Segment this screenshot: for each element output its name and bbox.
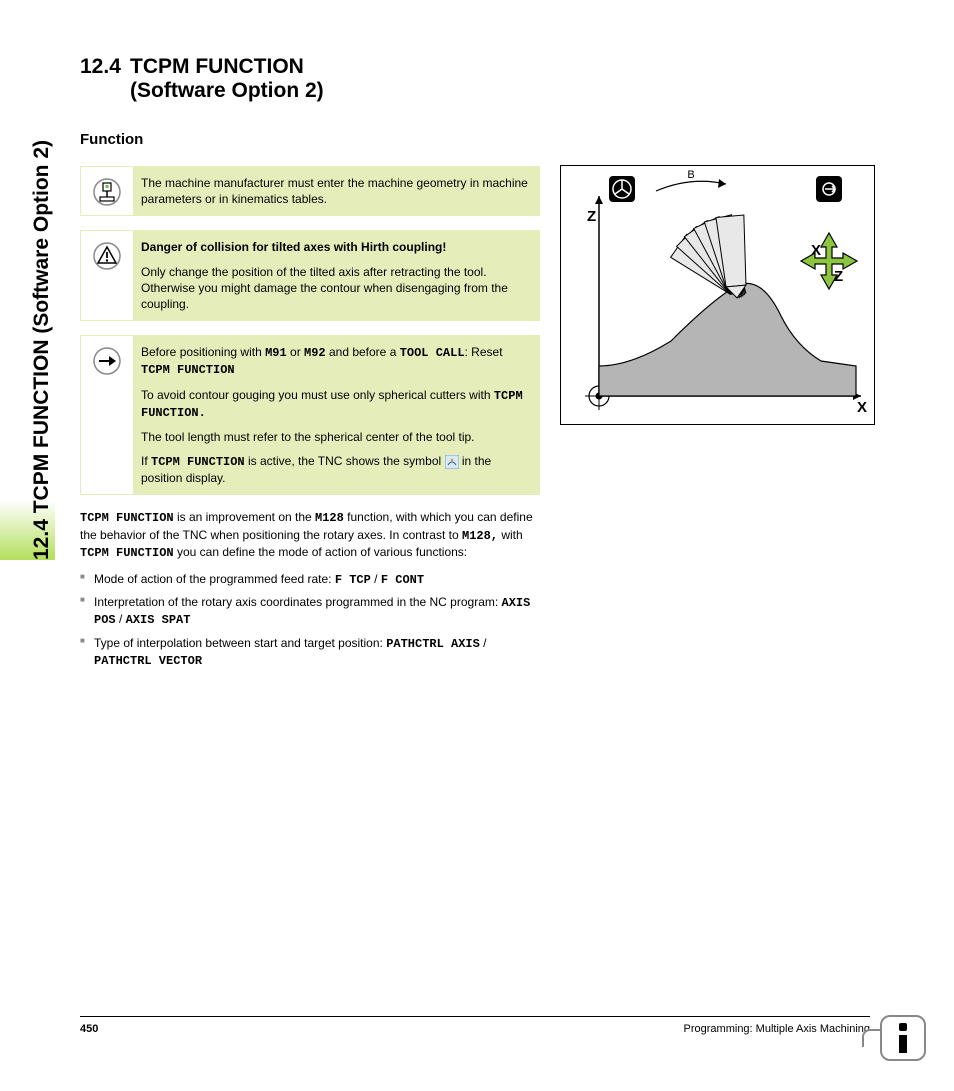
callout-body: Before positioning with M91 or M92 and b… — [133, 336, 539, 494]
diagram-label-z-left: Z — [587, 208, 596, 225]
section-title-line2: (Software Option 2) — [130, 79, 324, 102]
callout-paragraph: The tool length must refer to the spheri… — [141, 429, 529, 445]
intro-paragraph: TCPM FUNCTION is an improvement on the M… — [80, 509, 540, 561]
subsection-title: Function — [80, 131, 540, 148]
main-content: 12.4 TCPM FUNCTION (Software Option 2) F… — [80, 55, 540, 675]
tcpm-diagram: B Z X X Z — [560, 165, 875, 425]
diagram-label-b: B — [687, 169, 694, 181]
sidebar-section-label: 12.4 TCPM FUNCTION (Software Option 2) — [30, 140, 54, 560]
page-footer: 450 Programming: Multiple Axis Machining — [80, 1016, 870, 1035]
tcpm-symbol-icon — [445, 455, 459, 469]
callout-machine: The machine manufacturer must enter the … — [80, 166, 540, 216]
section-number: 12.4 — [80, 55, 130, 103]
section-name: TCPM FUNCTION (Software Option 2) — [130, 55, 324, 103]
callout-arrow: Before positioning with M91 or M92 and b… — [80, 335, 540, 495]
callout-heading: Danger of collision for tilted axes with… — [141, 239, 529, 255]
callout-paragraph: Only change the position of the tilted a… — [141, 264, 529, 313]
machine-icon — [92, 177, 122, 211]
callouts: The machine manufacturer must enter the … — [80, 166, 540, 495]
callout-warning: Danger of collision for tilted axes with… — [80, 230, 540, 321]
callout-icon-cell — [81, 336, 133, 494]
list-item: Type of interpolation between start and … — [80, 635, 540, 669]
diagram-label-x-bottom: X — [857, 399, 867, 416]
info-icon — [880, 1015, 926, 1061]
list-item: Interpretation of the rotary axis coordi… — [80, 594, 540, 628]
callout-body: The machine manufacturer must enter the … — [133, 167, 539, 215]
callout-paragraph: If TCPM FUNCTION is active, the TNC show… — [141, 453, 529, 486]
callout-paragraph: Before positioning with M91 or M92 and b… — [141, 344, 529, 378]
footer-chapter: Programming: Multiple Axis Machining — [684, 1023, 870, 1035]
callout-paragraph: To avoid contour gouging you must use on… — [141, 387, 529, 421]
section-title-line1: TCPM FUNCTION — [130, 55, 304, 78]
callout-icon-cell — [81, 231, 133, 320]
bullet-list: Mode of action of the programmed feed ra… — [80, 571, 540, 669]
section-sidebar: 12.4 TCPM FUNCTION (Software Option 2) — [0, 0, 55, 1050]
info-badge-tab — [862, 1029, 880, 1047]
warning-icon — [92, 241, 122, 275]
section-title: 12.4 TCPM FUNCTION (Software Option 2) — [80, 55, 540, 103]
list-item: Mode of action of the programmed feed ra… — [80, 571, 540, 588]
callout-icon-cell — [81, 167, 133, 215]
callout-body: Danger of collision for tilted axes with… — [133, 231, 539, 320]
arrow-icon — [92, 346, 122, 380]
callout-paragraph: The machine manufacturer must enter the … — [141, 175, 529, 207]
page-number: 450 — [80, 1023, 98, 1035]
